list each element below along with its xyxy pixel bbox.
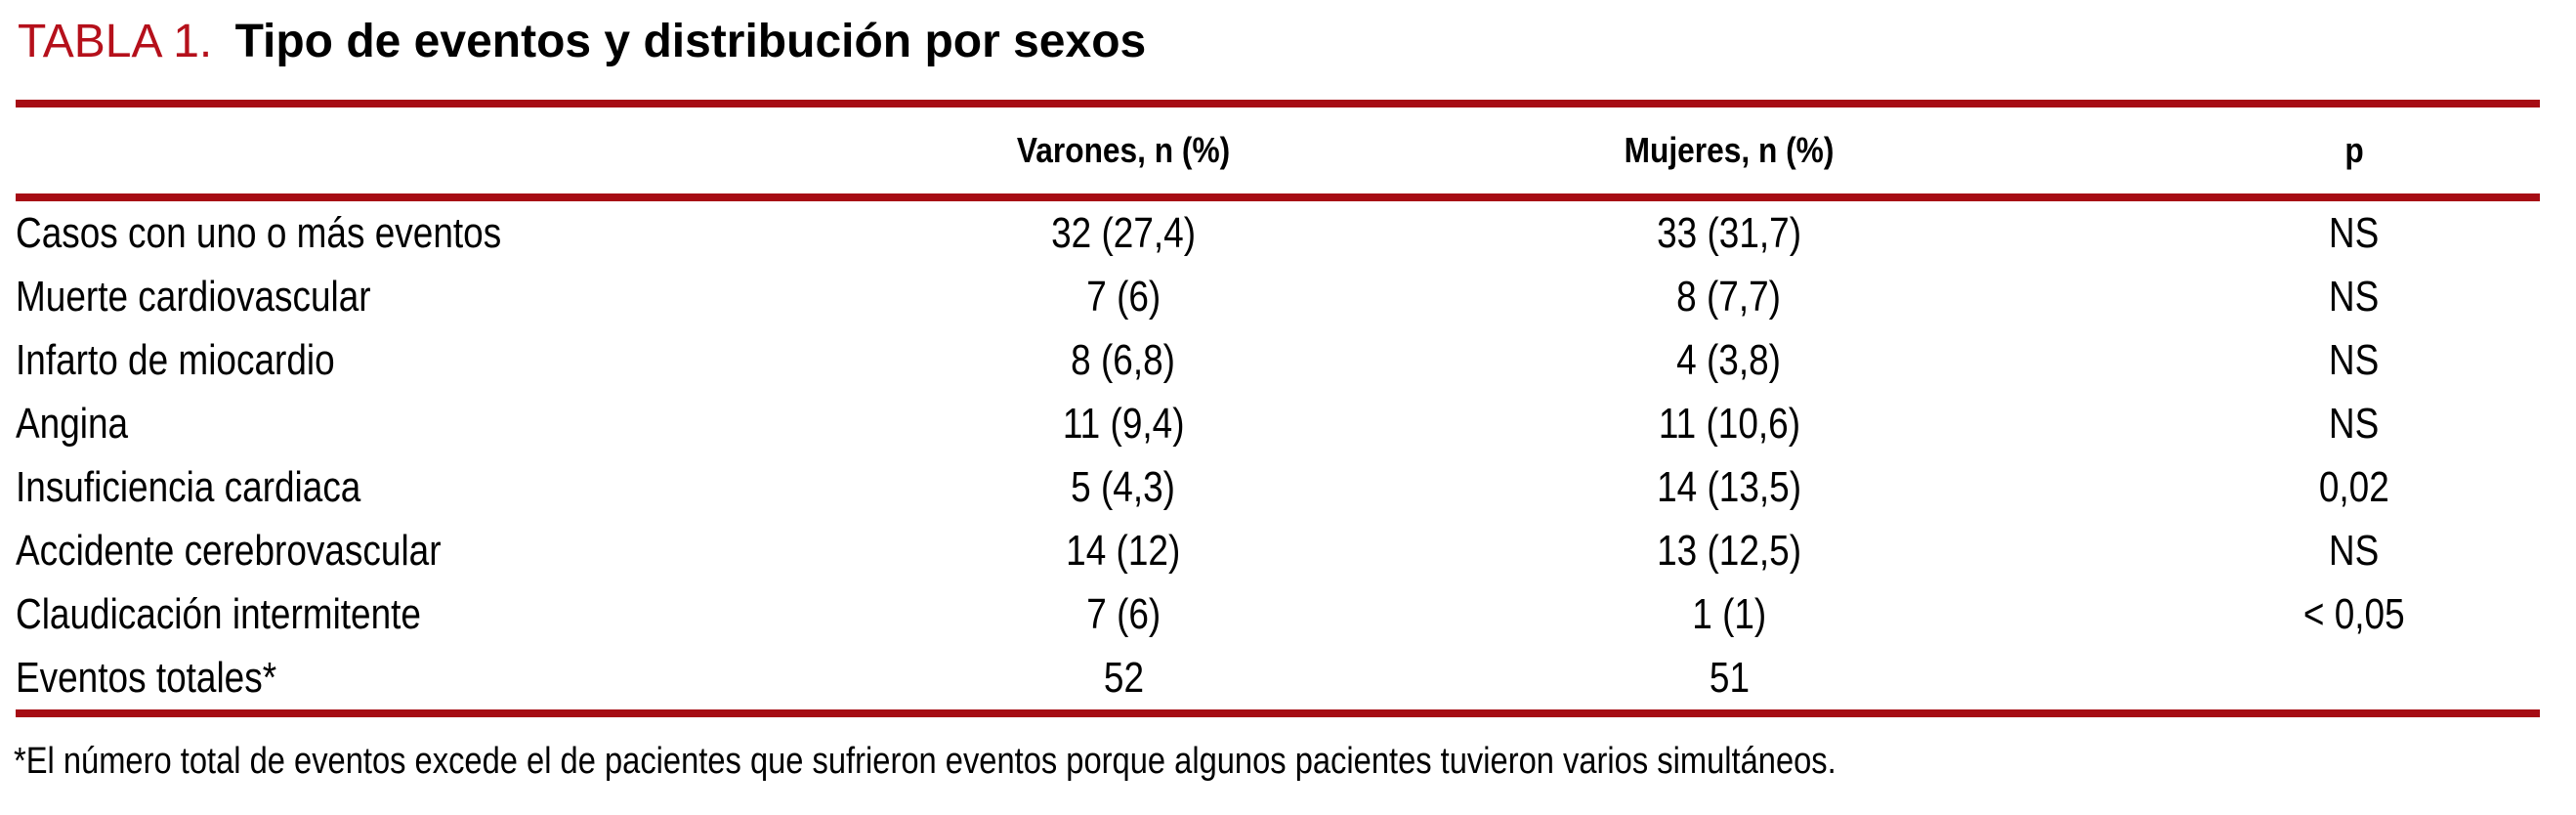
mujeres-cell: 33 (31,7) — [1309, 209, 2149, 258]
varones-value: 11 (9,4) — [1062, 399, 1185, 448]
table-row: Casos con uno o más eventos 32 (27,4) 33… — [16, 201, 2576, 265]
row-label-cell: Infarto de miocardio — [16, 336, 938, 385]
mujeres-value: 33 (31,7) — [1657, 208, 1801, 257]
table-header-row: Varones, n (%) Mujeres, n (%) p — [16, 107, 2576, 193]
row-label: Casos con uno o más eventos — [16, 208, 502, 257]
varones-value: 8 (6,8) — [1071, 335, 1176, 384]
mujeres-value: 11 (10,6) — [1658, 399, 1800, 448]
p-value: 0,02 — [2319, 462, 2389, 511]
p-value: NS — [2329, 526, 2380, 575]
row-label: Claudicación intermitente — [16, 589, 421, 638]
table-number-label: TABLA 1. — [18, 16, 213, 67]
column-header-varones-cell: Varones, n (%) — [938, 130, 1309, 171]
varones-cell: 11 (9,4) — [938, 400, 1309, 449]
table-row: Accidente cerebrovascular 14 (12) 13 (12… — [16, 519, 2576, 582]
table-row: Infarto de miocardio 8 (6,8) 4 (3,8) NS — [16, 328, 2576, 392]
p-cell: NS — [2149, 527, 2559, 576]
row-label-cell: Eventos totales* — [16, 654, 938, 703]
table-body: Casos con uno o más eventos 32 (27,4) 33… — [0, 201, 2576, 709]
mujeres-value: 51 — [1709, 653, 1750, 702]
table-footnote: *El número total de eventos excede el de… — [14, 739, 2576, 784]
mujeres-value: 13 (12,5) — [1657, 526, 1801, 575]
varones-value: 14 (12) — [1066, 526, 1181, 575]
mujeres-cell: 1 (1) — [1309, 590, 2149, 639]
row-label-cell: Casos con uno o más eventos — [16, 209, 938, 258]
row-label: Muerte cardiovascular — [16, 272, 371, 321]
mujeres-cell: 14 (13,5) — [1309, 463, 2149, 512]
varones-cell: 5 (4,3) — [938, 463, 1309, 512]
p-cell: NS — [2149, 400, 2559, 449]
varones-cell: 7 (6) — [938, 273, 1309, 322]
table-row: Claudicación intermitente 7 (6) 1 (1) < … — [16, 582, 2576, 646]
bottom-rule — [16, 709, 2540, 717]
mujeres-cell: 8 (7,7) — [1309, 273, 2149, 322]
p-cell — [2149, 669, 2559, 687]
varones-value: 7 (6) — [1085, 589, 1161, 638]
varones-cell: 32 (27,4) — [938, 209, 1309, 258]
column-header-mujeres: Mujeres, n (%) — [1624, 130, 1835, 170]
mujeres-value: 14 (13,5) — [1657, 462, 1801, 511]
footnote-text: *El número total de eventos excede el de… — [14, 741, 1837, 782]
varones-cell: 52 — [938, 654, 1309, 703]
varones-value: 7 (6) — [1085, 272, 1161, 321]
mujeres-cell: 4 (3,8) — [1309, 336, 2149, 385]
mujeres-value: 4 (3,8) — [1676, 335, 1782, 384]
p-cell: NS — [2149, 336, 2559, 385]
p-cell: NS — [2149, 209, 2559, 258]
row-label: Infarto de miocardio — [16, 335, 335, 384]
varones-cell: 7 (6) — [938, 590, 1309, 639]
p-value: NS — [2329, 335, 2380, 384]
varones-value: 32 (27,4) — [1051, 208, 1196, 257]
varones-cell: 8 (6,8) — [938, 336, 1309, 385]
p-cell: < 0,05 — [2149, 590, 2559, 639]
table-row: Insuficiencia cardiaca 5 (4,3) 14 (13,5)… — [16, 455, 2576, 519]
p-value: NS — [2329, 208, 2380, 257]
row-label: Insuficiencia cardiaca — [16, 462, 361, 511]
varones-cell: 14 (12) — [938, 527, 1309, 576]
table-row: Muerte cardiovascular 7 (6) 8 (7,7) NS — [16, 265, 2576, 328]
header-rule — [16, 193, 2540, 201]
mujeres-cell: 11 (10,6) — [1309, 400, 2149, 449]
top-rule — [16, 100, 2540, 107]
column-header-varones: Varones, n (%) — [1016, 130, 1231, 170]
mujeres-cell: 51 — [1309, 654, 2149, 703]
mujeres-cell: 13 (12,5) — [1309, 527, 2149, 576]
varones-value: 52 — [1103, 653, 1144, 702]
mujeres-value: 1 (1) — [1691, 589, 1766, 638]
row-label: Eventos totales* — [16, 653, 277, 702]
row-label-cell: Muerte cardiovascular — [16, 273, 938, 322]
p-value: < 0,05 — [2303, 589, 2405, 638]
table-row: Angina 11 (9,4) 11 (10,6) NS — [16, 392, 2576, 455]
p-value: NS — [2329, 272, 2380, 321]
table-caption: TABLA 1. Tipo de eventos y distribución … — [18, 14, 2576, 70]
row-label: Angina — [16, 399, 129, 448]
row-label-cell: Accidente cerebrovascular — [16, 527, 938, 576]
row-label-cell: Insuficiencia cardiaca — [16, 463, 938, 512]
table-title: Tipo de eventos y distribución por sexos — [234, 16, 1147, 67]
column-header-p-cell: p — [2149, 130, 2559, 171]
row-label: Accidente cerebrovascular — [16, 526, 442, 575]
column-header-p: p — [2344, 130, 2364, 170]
p-value: NS — [2329, 399, 2380, 448]
row-label-cell: Angina — [16, 400, 938, 449]
p-cell: NS — [2149, 273, 2559, 322]
table-row: Eventos totales* 52 51 — [16, 646, 2576, 709]
row-label-cell: Claudicación intermitente — [16, 590, 938, 639]
p-cell: 0,02 — [2149, 463, 2559, 512]
column-header-mujeres-cell: Mujeres, n (%) — [1309, 130, 2149, 171]
varones-value: 5 (4,3) — [1071, 462, 1176, 511]
mujeres-value: 8 (7,7) — [1676, 272, 1782, 321]
